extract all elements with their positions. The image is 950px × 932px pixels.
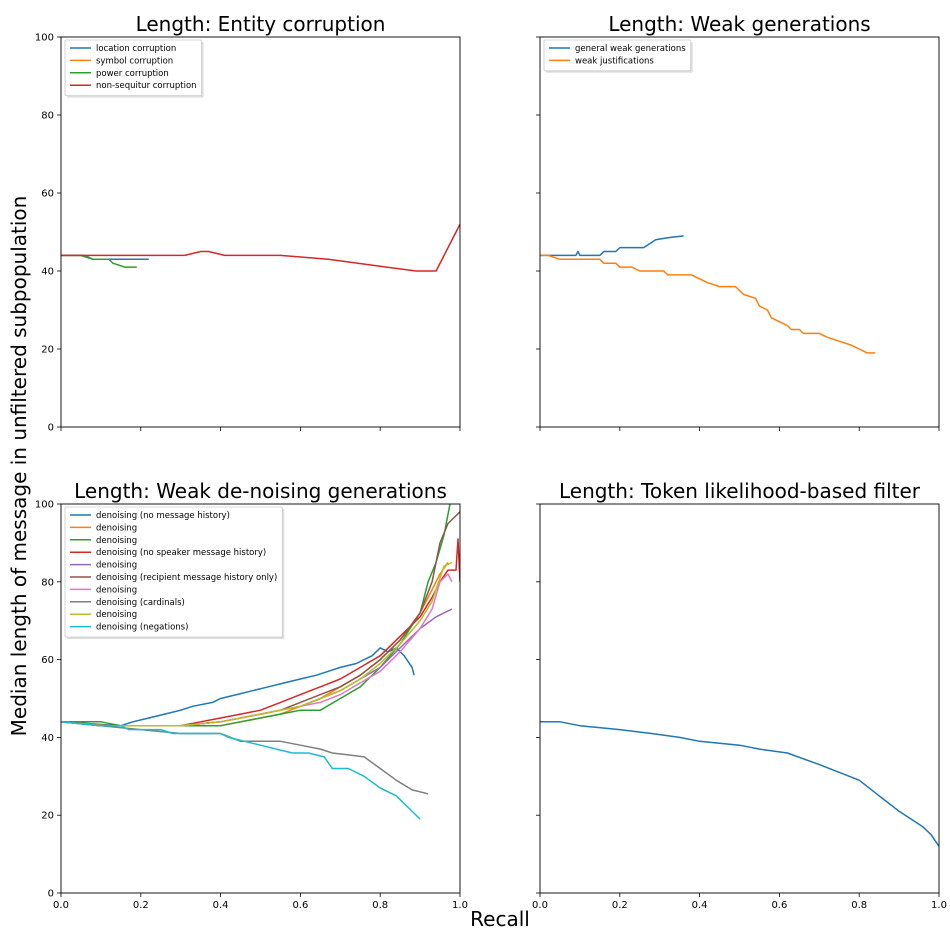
y-tick-label: 100 bbox=[35, 500, 54, 511]
y-tick-label: 0 bbox=[48, 423, 54, 434]
panel-2: Length: Weak generations general weak gen… bbox=[536, 12, 940, 431]
y-tick-label: 60 bbox=[41, 655, 54, 666]
x-tick-label: 0.2 bbox=[612, 900, 628, 911]
panel-title: Length: Weak generations bbox=[608, 12, 870, 36]
legend-entry: location corruption bbox=[96, 44, 176, 54]
axes-frame bbox=[539, 36, 940, 428]
series-line-1 bbox=[540, 721, 939, 847]
y-tick-label: 20 bbox=[41, 811, 54, 822]
x-tick-label: 0.0 bbox=[53, 900, 69, 911]
legend bbox=[64, 506, 283, 638]
legend-entry: denoising (negations) bbox=[96, 623, 188, 633]
series-line-9 bbox=[61, 561, 453, 727]
legend-entry: denoising bbox=[96, 536, 137, 546]
figure-ylabel: Median length of message in unfiltered s… bbox=[7, 196, 31, 737]
series-line-2 bbox=[540, 254, 876, 354]
panel-4: Length: Token likelihood-based filter 0.0… bbox=[532, 479, 947, 911]
legend-entry: denoising (no speaker message history) bbox=[96, 548, 266, 558]
x-tick-label: 1.0 bbox=[931, 900, 947, 911]
legend-entry: denoising bbox=[96, 610, 137, 620]
series-line-3 bbox=[61, 254, 137, 268]
x-tick-label: 0.6 bbox=[292, 900, 308, 911]
x-tick-label: 0.6 bbox=[771, 900, 787, 911]
y-tick-label: 80 bbox=[41, 111, 54, 122]
legend-entry: denoising (no message history) bbox=[96, 511, 230, 521]
panel-title: Length: Entity corruption bbox=[136, 12, 386, 36]
panel-3: Length: Weak de-noising generations 0 20 40… bbox=[35, 479, 468, 911]
x-tick-label: 1.0 bbox=[452, 900, 468, 911]
panel-title: Length: Weak de-noising generations bbox=[74, 479, 447, 503]
figure-xlabel: Recall bbox=[470, 907, 530, 931]
legend-entry: non-sequitur corruption bbox=[96, 81, 197, 91]
legend-entry: denoising (cardinals) bbox=[96, 598, 185, 608]
axes-frame bbox=[60, 36, 461, 428]
legend-entry: denoising (recipient message history onl… bbox=[96, 573, 277, 583]
axes-frame bbox=[539, 503, 940, 894]
y-tick-label: 80 bbox=[41, 577, 54, 588]
legend-entry: general weak generations bbox=[575, 44, 686, 54]
panel-title: Length: Token likelihood-based filter bbox=[559, 479, 921, 503]
legend-entry: symbol corruption bbox=[96, 56, 173, 66]
legend-entry: denoising bbox=[96, 561, 137, 571]
y-tick-label: 100 bbox=[35, 33, 54, 44]
panel-1: Length: Entity corruption 0 20 40 60 80 100 loc… bbox=[35, 12, 461, 434]
axes-frame bbox=[60, 503, 461, 894]
series-line-10 bbox=[61, 721, 421, 820]
x-tick-label: 0.4 bbox=[213, 900, 229, 911]
series-line-4 bbox=[61, 223, 460, 272]
x-tick-label: 0.2 bbox=[133, 900, 149, 911]
y-tick-label: 60 bbox=[41, 189, 54, 200]
x-tick-label: 0.8 bbox=[372, 900, 388, 911]
series-line-4 bbox=[61, 538, 460, 727]
x-tick-label: 0.4 bbox=[692, 900, 708, 911]
x-tick-label: 0.0 bbox=[532, 900, 548, 911]
legend-entry: denoising bbox=[96, 585, 137, 595]
series-line-1 bbox=[540, 235, 684, 257]
y-tick-label: 0 bbox=[48, 889, 54, 900]
legend bbox=[64, 39, 202, 96]
y-tick-label: 40 bbox=[41, 733, 54, 744]
legend bbox=[543, 39, 692, 72]
legend-entry: denoising bbox=[96, 523, 137, 533]
y-tick-label: 40 bbox=[41, 267, 54, 278]
legend-entry: weak justifications bbox=[575, 56, 654, 66]
y-tick-label: 20 bbox=[41, 345, 54, 356]
legend-entry: power corruption bbox=[96, 69, 169, 79]
x-tick-label: 0.8 bbox=[851, 900, 867, 911]
